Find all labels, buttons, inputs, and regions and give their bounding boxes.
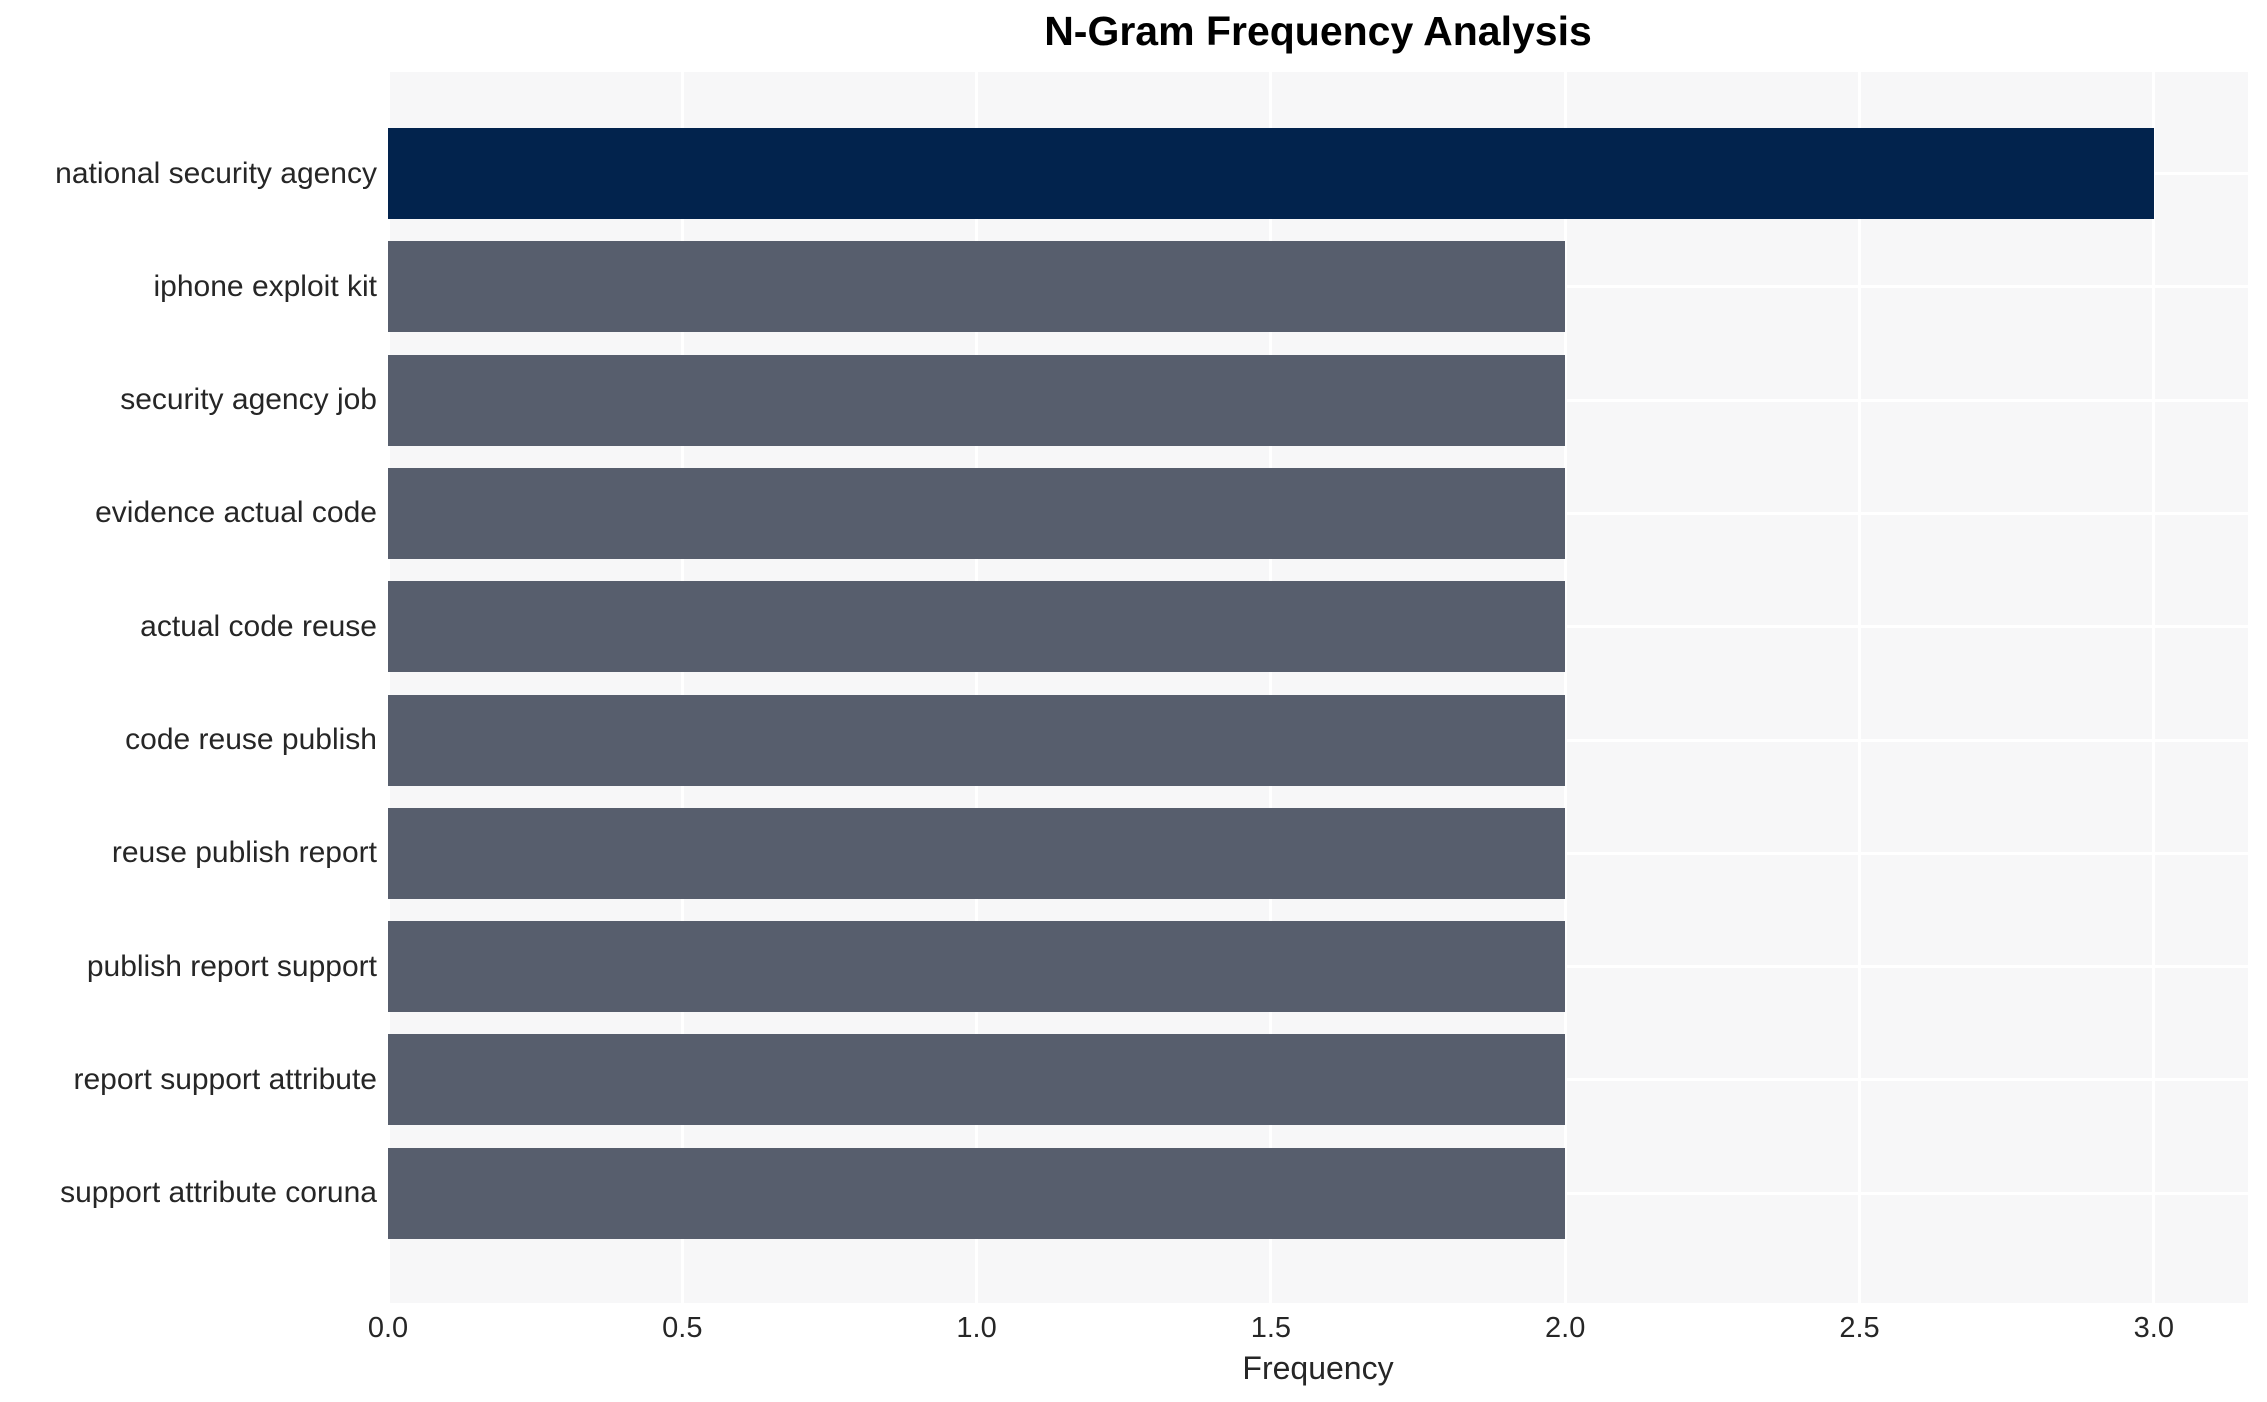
x-tick-label: 0.0	[367, 1312, 409, 1344]
vertical-gridline	[975, 72, 979, 1303]
vertical-gridline	[1563, 72, 1567, 1303]
y-tick-label: national security agency	[55, 156, 377, 190]
y-tick-label: support attribute coruna	[60, 1176, 377, 1210]
y-tick-label: reuse publish report	[111, 836, 377, 870]
chart-title: N-Gram Frequency Analysis	[1044, 8, 1592, 54]
y-tick-label: security agency job	[120, 383, 377, 417]
x-tick-label: 1.0	[956, 1312, 997, 1344]
vertical-gridline	[1269, 72, 1273, 1303]
bar-national-security-agency	[388, 128, 2154, 219]
bar-evidence-actual-code	[388, 467, 1566, 559]
x-tick-label: 2.5	[1839, 1312, 1880, 1344]
y-tick-label: code reuse publish	[125, 723, 377, 756]
x-tick-label: 3.0	[2133, 1312, 2174, 1344]
bar-iphone-exploit-kit	[388, 241, 1566, 333]
bar-security-agency-job	[388, 354, 1566, 446]
x-axis-label: Frequency	[1242, 1350, 1394, 1386]
x-tick-label: 2.0	[1545, 1312, 1586, 1344]
vertical-gridline	[386, 72, 390, 1303]
y-tick-label: evidence actual code	[95, 496, 377, 530]
y-tick-label: publish report support	[86, 949, 377, 983]
y-tick-label: actual code reuse	[140, 609, 377, 643]
x-tick-label: 0.5	[662, 1312, 703, 1344]
bar-publish-report-support	[388, 921, 1566, 1013]
y-tick-label: report support attribute	[73, 1062, 377, 1096]
vertical-gridline	[2152, 72, 2156, 1303]
bar-report-support-attribute	[388, 1034, 1566, 1126]
bar-reuse-publish-report	[388, 807, 1566, 899]
bar-actual-code-reuse	[388, 581, 1566, 673]
x-tick-label: 1.5	[1250, 1312, 1292, 1344]
bar-support-attribute-coruna	[388, 1147, 1566, 1239]
y-tick-label: iphone exploit kit	[153, 269, 377, 303]
bar-code-reuse-publish	[388, 694, 1566, 786]
vertical-gridline	[680, 72, 684, 1303]
vertical-gridline	[1858, 72, 1862, 1303]
